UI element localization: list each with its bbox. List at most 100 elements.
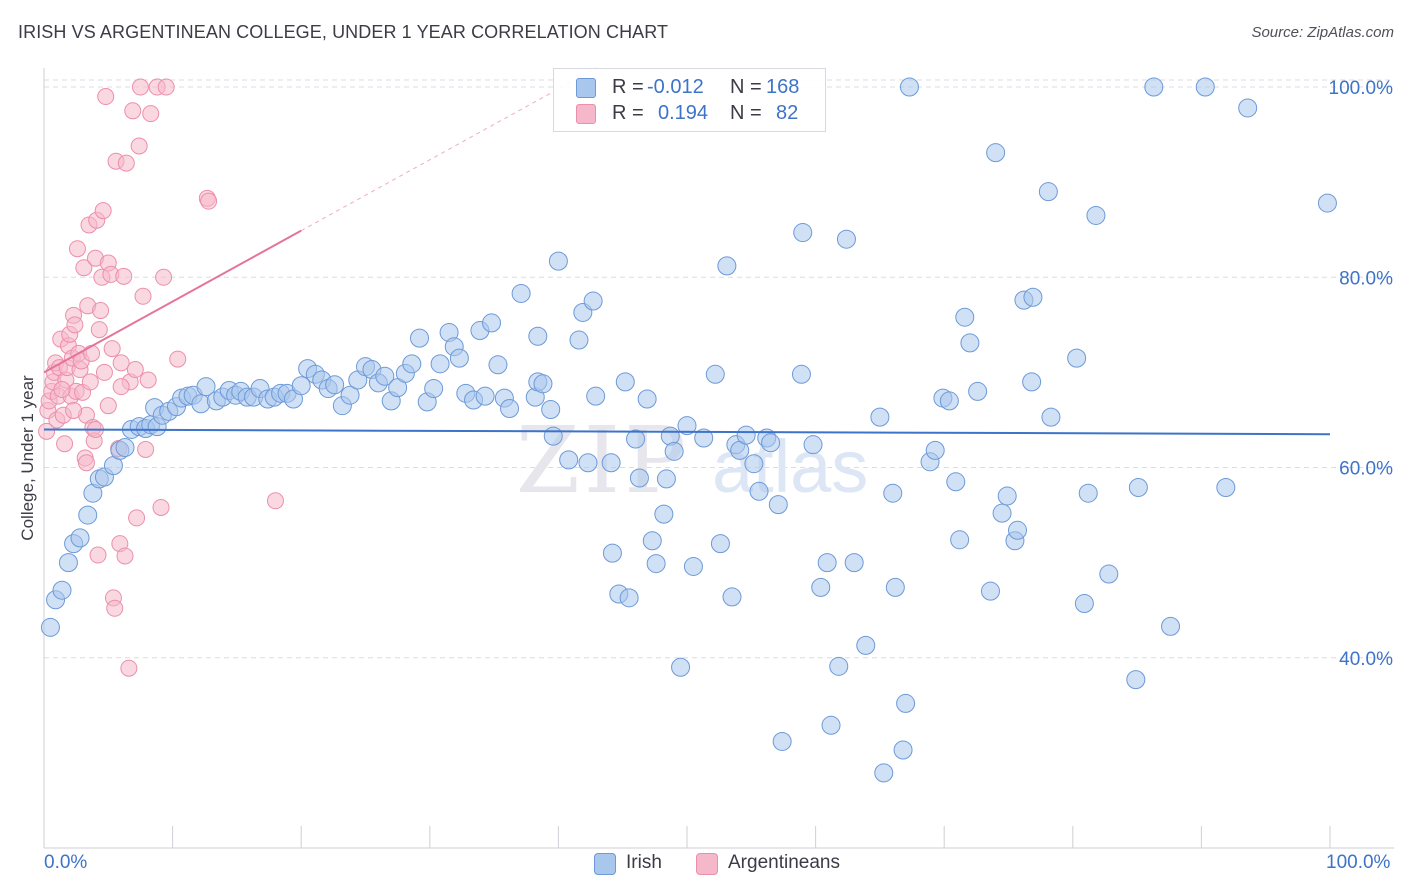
irish-point <box>997 486 1017 506</box>
argentineans-point <box>95 363 113 381</box>
stats-legend: R = -0.012 N = 168 R = 0.194 N = 82 <box>553 68 826 132</box>
bottom-irish-swatch <box>594 853 616 875</box>
irish-point <box>736 425 756 445</box>
arg-r-value: 0.194 <box>658 102 709 124</box>
irish-point <box>821 715 841 735</box>
irish-point <box>40 617 60 637</box>
argentineans-point <box>81 373 99 391</box>
irish-point <box>968 381 988 401</box>
irish-point <box>803 435 823 455</box>
irish-point <box>829 656 849 676</box>
irish-point <box>885 577 905 597</box>
bottom-argentineans-label: Argentineans <box>728 852 840 873</box>
argentineans-point <box>155 268 173 286</box>
argentineans-point <box>90 321 108 339</box>
irish-point <box>511 283 531 303</box>
argentineans-point <box>99 397 117 415</box>
irish-point <box>58 553 78 573</box>
irish-point <box>1099 564 1119 584</box>
irish-point <box>196 377 216 397</box>
irish-point <box>619 588 639 608</box>
irish-point <box>543 426 563 446</box>
irish-point <box>325 375 345 395</box>
argentineans-point <box>116 547 134 565</box>
argentineans-point <box>106 599 124 617</box>
irish-point <box>946 472 966 492</box>
irish-point <box>710 534 730 554</box>
irish-trend-line <box>43 428 1331 436</box>
argentineans-swatch <box>576 104 596 124</box>
irish-point <box>694 428 714 448</box>
irish-point <box>761 433 781 453</box>
argentineans-point <box>157 78 175 96</box>
irish-point <box>586 386 606 406</box>
irish-point <box>410 328 430 348</box>
irish-point <box>70 528 90 548</box>
irish-point <box>1041 407 1061 427</box>
irish-point <box>870 407 890 427</box>
irish-point <box>533 374 553 394</box>
irish-point <box>939 391 959 411</box>
irish-point <box>992 503 1012 523</box>
trend-lines <box>43 67 1331 436</box>
irish-point <box>1317 193 1337 213</box>
irish-point <box>500 399 520 419</box>
argentineans-point <box>124 102 142 120</box>
argentineans-point <box>89 546 107 564</box>
argentineans-point <box>139 371 157 389</box>
irish-point <box>656 469 676 489</box>
argentineans-point <box>65 401 83 419</box>
argentineans-point <box>56 435 74 453</box>
argentineans-point <box>115 267 133 285</box>
argentineans-point <box>200 192 218 210</box>
irish-point <box>430 354 450 374</box>
irish-point <box>52 580 72 600</box>
axes <box>43 68 1394 849</box>
y-tick-labels: 40.0% 60.0% 80.0% 100.0% <box>1329 78 1394 670</box>
irish-point <box>1038 182 1058 202</box>
irish-point <box>791 364 811 384</box>
irish-r-label: R = <box>612 76 644 98</box>
irish-point <box>1126 670 1146 690</box>
irish-point <box>1008 520 1028 540</box>
argentineans-point <box>142 105 160 123</box>
argentineans-point <box>38 422 56 440</box>
argentineans-trend-extension <box>300 67 597 232</box>
irish-point <box>424 379 444 399</box>
argentineans-point <box>68 240 86 258</box>
argentineans-point <box>169 350 187 368</box>
irish-point <box>705 364 725 384</box>
irish-n-value: 168 <box>766 76 800 98</box>
irish-point <box>772 731 792 751</box>
y-axis-label: College, Under 1 year <box>18 375 37 541</box>
irish-n-label: N = <box>730 76 762 98</box>
irish-point <box>817 553 837 573</box>
irish-point <box>955 307 975 327</box>
argentineans-point <box>134 287 152 305</box>
argentineans-point <box>152 498 170 516</box>
bottom-argentineans-swatch <box>696 853 718 875</box>
y-tick-label-3: 100.0% <box>1329 78 1394 99</box>
bottom-irish-label: Irish <box>626 852 662 873</box>
arg-n-label: N = <box>730 102 762 124</box>
irish-r-value: -0.012 <box>647 76 704 98</box>
y-tick-label-2: 80.0% <box>1339 268 1393 289</box>
irish-point <box>637 389 657 409</box>
irish-point <box>569 330 589 350</box>
arg-r-label: R = <box>612 102 644 124</box>
chart-title: IRISH VS ARGENTINEAN COLLEGE, UNDER 1 YE… <box>18 22 669 42</box>
irish-point <box>548 251 568 271</box>
argentineans-point <box>137 440 155 458</box>
argentineans-point <box>53 381 71 399</box>
argentineans-point <box>103 340 121 358</box>
argentineans-trend-line <box>43 229 302 374</box>
irish-points <box>40 77 1337 783</box>
irish-point <box>874 763 894 783</box>
irish-point <box>488 355 508 375</box>
irish-point <box>893 740 913 760</box>
irish-point <box>950 530 970 550</box>
argentineans-points <box>38 78 284 677</box>
irish-point <box>899 77 919 97</box>
argentineans-point <box>66 316 84 334</box>
